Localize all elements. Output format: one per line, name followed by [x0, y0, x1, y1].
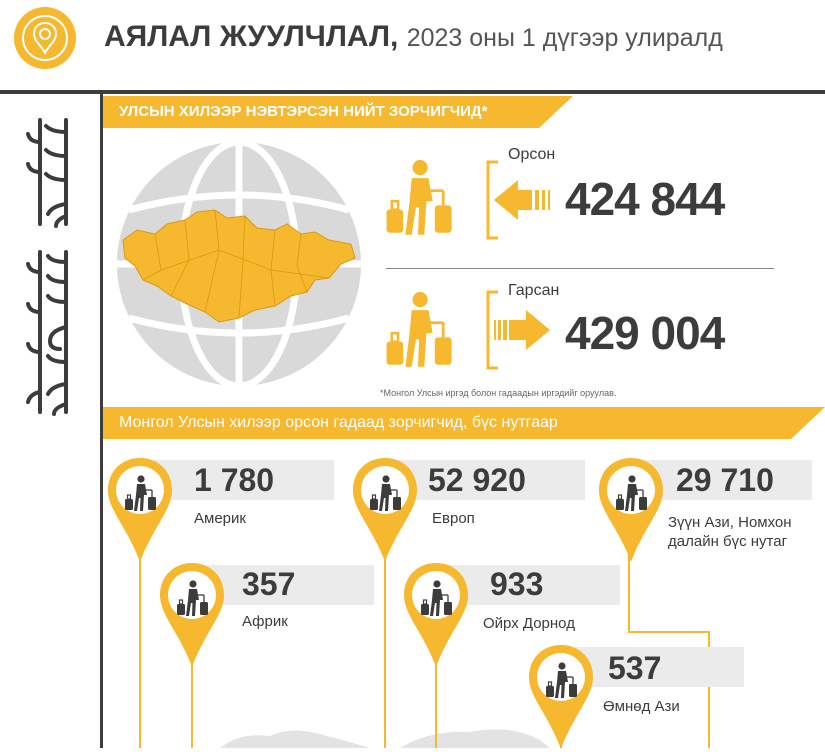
departed-label: Гарсан [508, 282, 560, 299]
region-stem [384, 540, 386, 748]
region-stem [191, 645, 193, 748]
traveler-icon [541, 660, 581, 700]
arrival-traveler-icon [376, 152, 460, 242]
arrived-label: Орсон [508, 146, 556, 163]
departed-value: 429 004 [565, 307, 725, 359]
page-title: АЯЛАЛ ЖУУЛЧЛАЛ, 2023 оны 1 дүгээр улирал… [104, 20, 723, 54]
section-divider [386, 268, 774, 269]
region-stem [435, 645, 437, 748]
border-banner: УЛСЫН ХИЛЭЭР НЭВТЭРСЭН НИЙТ ЗОРЧИГЧИД* [103, 96, 573, 128]
region-name: Америк [194, 510, 246, 527]
mongolian-script-heading [26, 118, 68, 416]
region-stem [628, 540, 710, 748]
traveler-icon [172, 578, 212, 618]
regions-banner: Монгол Улсын хилээр орсон гадаад зорчигч… [103, 407, 825, 439]
region-value: 537 [608, 650, 662, 686]
arrival-bracket-icon [486, 160, 550, 240]
title-main: АЯЛАЛ ЖУУЛЧЛАЛ, [104, 20, 399, 53]
globe-map-icon [117, 140, 361, 388]
region-value-box [385, 460, 585, 500]
footnote: *Монгол Улсын иргэд болон гадаадын иргэд… [380, 388, 617, 398]
region-value-box [196, 565, 374, 605]
region-value-box [140, 460, 334, 500]
region-name: Европ [432, 510, 475, 527]
world-map-icon [220, 729, 550, 748]
departure-traveler-icon [376, 284, 460, 374]
region-value-box [564, 647, 744, 687]
region-name: Зүүн Ази, Номхон далайн бүс нутаг [668, 514, 792, 550]
traveler-icon [120, 473, 160, 513]
mongolia-map-icon [122, 209, 356, 323]
title-period: 2023 оны 1 дүгээр улиралд [406, 24, 723, 52]
arrived-value: 424 844 [565, 173, 725, 225]
travel-pin-icon [14, 7, 76, 69]
region-value: 1 780 [194, 462, 275, 498]
departure-bracket-icon [486, 290, 550, 370]
traveler-icon [416, 578, 456, 618]
region-name: Африк [242, 613, 288, 630]
header-rule [0, 90, 825, 94]
region-value: 933 [490, 566, 544, 602]
traveler-icon [611, 473, 651, 513]
side-rule [100, 94, 103, 748]
region-value: 357 [242, 566, 296, 602]
region-value: 29 710 [676, 462, 774, 498]
region-name: Өмнөд Ази [603, 698, 680, 715]
region-value-box [440, 565, 620, 605]
region-name: Ойрх Дорнод [483, 615, 575, 632]
traveler-icon [365, 473, 405, 513]
region-stem [139, 540, 141, 748]
region-value: 52 920 [428, 462, 526, 498]
